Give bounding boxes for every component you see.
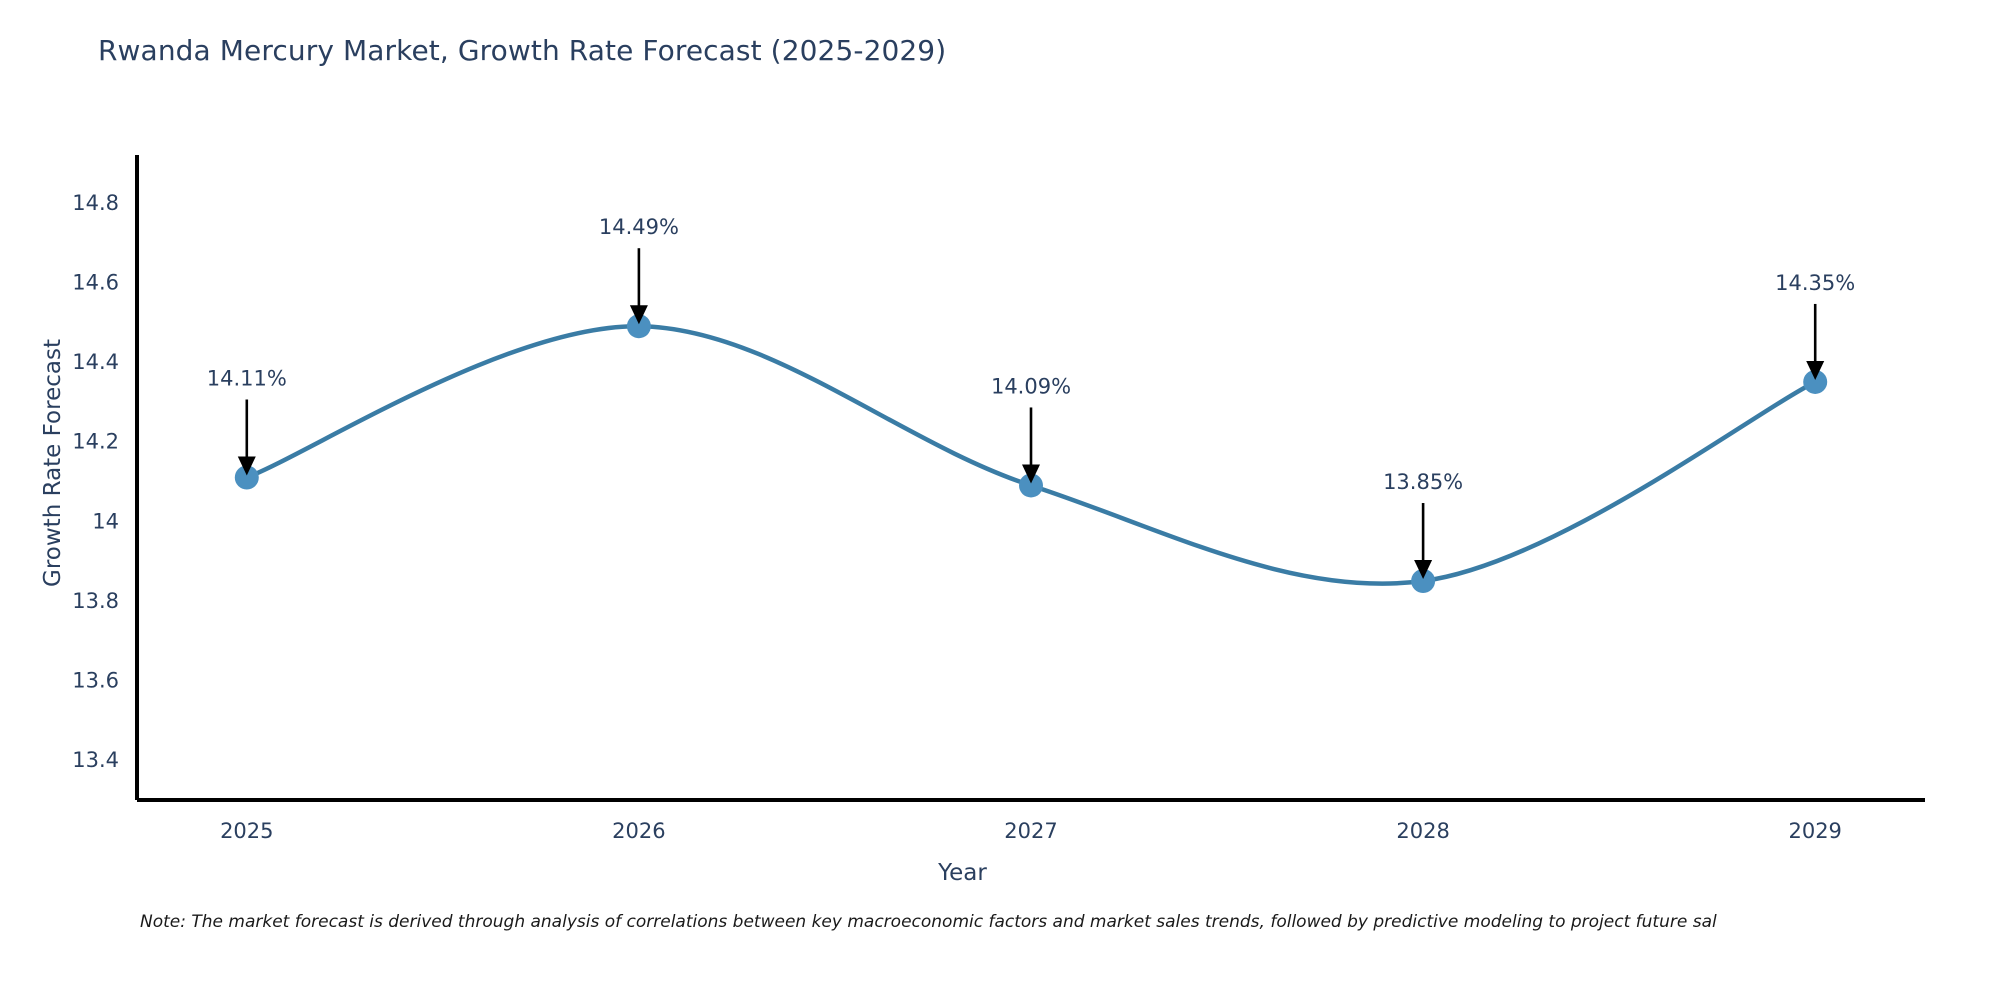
annotation-arrow-head — [629, 305, 648, 325]
y-axis-tick-label: 13.6 — [72, 669, 119, 693]
data-point-marker[interactable] — [1019, 473, 1043, 498]
data-point-marker[interactable] — [1411, 569, 1436, 594]
y-axis-tick-label: 13.4 — [72, 748, 119, 772]
data-point-label: 13.85% — [1383, 470, 1463, 494]
data-point-marker[interactable] — [626, 314, 651, 339]
annotation-arrow-head — [1022, 464, 1040, 484]
x-axis-tick-labels: 2025 2026 2027 2028 2029 — [220, 819, 1842, 843]
y-axis-tick-label: 14 — [92, 509, 119, 533]
x-axis-tick-label: 2026 — [612, 819, 665, 843]
y-axis-tick-label: 14.8 — [72, 191, 119, 215]
y-axis-tick-label: 14.4 — [72, 350, 119, 374]
y-axis-tick-label: 13.8 — [72, 589, 119, 613]
data-point-marker[interactable] — [234, 465, 259, 490]
y-axis-tick-label: 14.6 — [72, 270, 119, 294]
annotation-arrow-head — [1414, 560, 1433, 580]
x-axis-tick-label: 2025 — [220, 819, 273, 843]
data-point-label: 14.35% — [1775, 271, 1855, 295]
annotation-arrow-head — [1806, 360, 1825, 380]
data-point-label: 14.11% — [207, 367, 287, 391]
chart-title: Rwanda Mercury Market, Growth Rate Forec… — [98, 34, 947, 67]
chart-footnote: Note: The market forecast is derived thr… — [140, 912, 1717, 932]
x-axis-tick-label: 2027 — [1004, 819, 1057, 843]
x-axis-title: Year — [938, 860, 987, 886]
annotation-arrow-head — [237, 456, 256, 476]
data-point-label: 14.49% — [599, 215, 679, 239]
data-point-annotations: 14.11% 14.49% 14.09% 13.85% 14.35% — [207, 215, 1855, 580]
data-point-label: 14.09% — [991, 374, 1071, 398]
y-axis-tick-labels: 14.8 14.6 14.4 14.2 14 13.8 13.6 13.4 — [72, 191, 119, 772]
x-axis-tick-label: 2029 — [1788, 819, 1841, 843]
data-point-markers — [234, 314, 1828, 594]
data-point-marker[interactable] — [1803, 369, 1828, 394]
x-axis-tick-label: 2028 — [1396, 819, 1449, 843]
y-axis-tick-label: 14.2 — [72, 430, 119, 454]
